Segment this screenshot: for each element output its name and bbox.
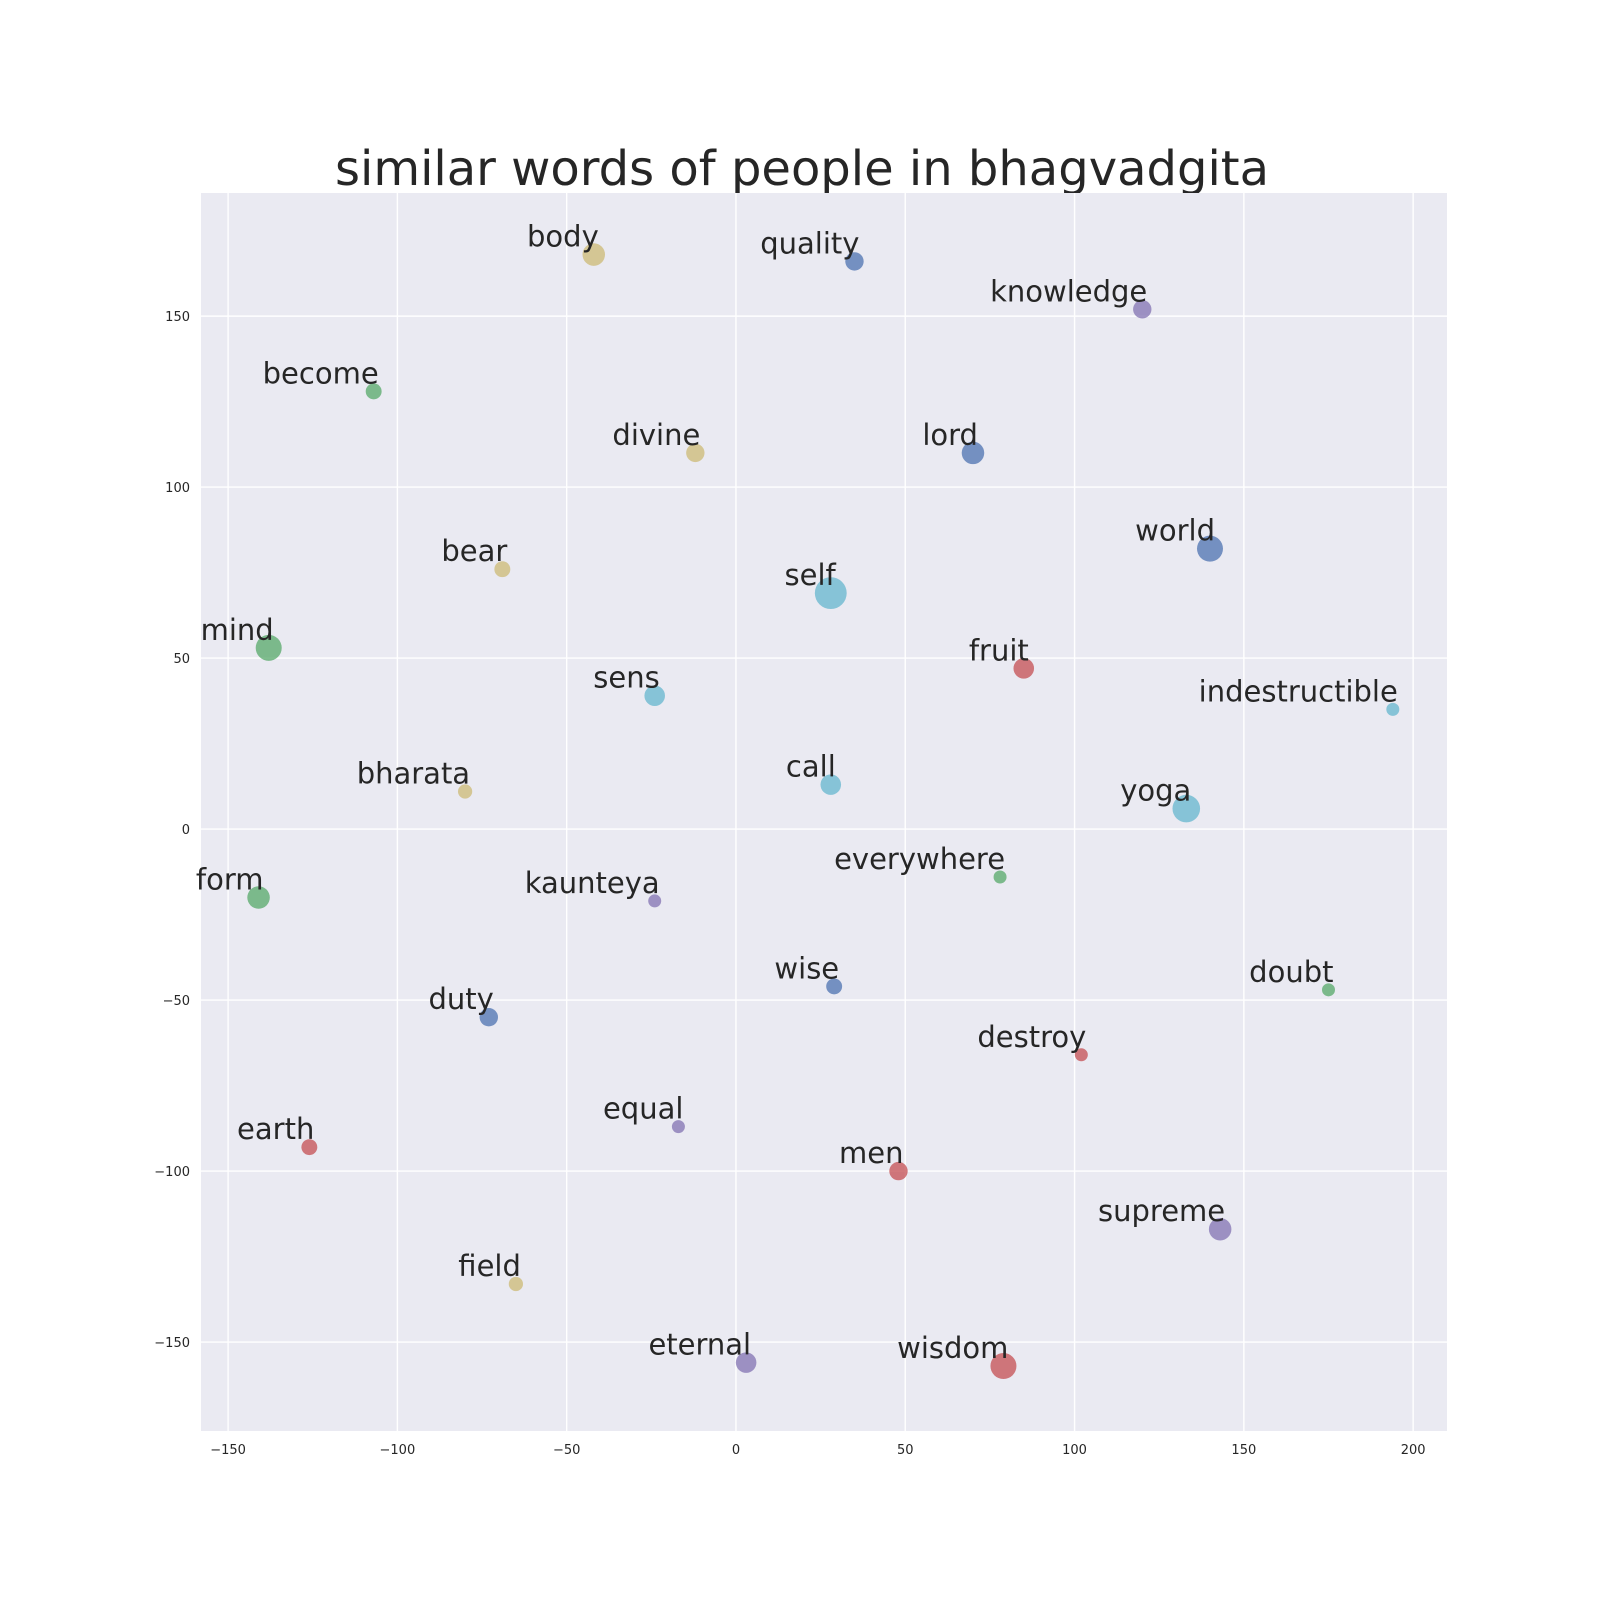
point-label-sens: sens: [593, 661, 659, 695]
point-label-everywhere: everywhere: [834, 842, 1005, 876]
point-label-self: self: [785, 558, 837, 592]
point-everywhere: [993, 870, 1007, 884]
point-label-earth: earth: [237, 1112, 314, 1146]
x-axis-ticks: −150 −100 −50 0 50 100 150 200: [210, 1443, 1425, 1458]
point-fruit: [1013, 658, 1035, 679]
point-lord: [961, 441, 985, 465]
point-label-bharata: bharata: [357, 756, 470, 790]
point-label-men: men: [839, 1136, 903, 1170]
point-call: [820, 774, 842, 795]
point-knowledge: [1133, 300, 1152, 319]
point-quality: [845, 252, 864, 271]
x-tick-label: 100: [1062, 1443, 1087, 1458]
point-label-doubt: doubt: [1249, 955, 1333, 989]
point-indestructible: [1386, 702, 1400, 716]
y-tick-label: 0: [182, 823, 190, 838]
point-world: [1196, 535, 1223, 562]
point-earth: [301, 1139, 318, 1156]
y-tick-label: 100: [165, 481, 190, 496]
point-label-lord: lord: [922, 418, 978, 452]
point-label-field: field: [458, 1249, 521, 1283]
point-label-fruit: fruit: [969, 633, 1029, 667]
point-mind: [255, 634, 282, 661]
point-bear: [494, 561, 511, 578]
point-bharata: [457, 784, 473, 799]
point-label-become: become: [263, 356, 379, 390]
y-tick-label: −150: [154, 1336, 190, 1351]
point-label-indestructible: indestructible: [1199, 674, 1398, 708]
point-label-eternal: eternal: [648, 1328, 751, 1362]
point-label-equal: equal: [603, 1092, 683, 1126]
point-label-bear: bear: [441, 534, 507, 568]
point-eternal: [735, 1352, 757, 1373]
x-tick-label: 150: [1231, 1443, 1256, 1458]
point-label-quality: quality: [760, 226, 859, 260]
x-tick-label: 0: [732, 1443, 740, 1458]
point-label-supreme: supreme: [1098, 1194, 1225, 1228]
point-destroy: [1074, 1048, 1088, 1062]
point-label-yoga: yoga: [1120, 774, 1191, 808]
point-equal: [671, 1120, 685, 1134]
point-label-mind: mind: [201, 613, 274, 647]
point-label-duty: duty: [428, 982, 493, 1016]
point-men: [889, 1161, 908, 1181]
point-label-form: form: [196, 862, 264, 896]
point-yoga: [1172, 794, 1201, 823]
point-body: [582, 243, 606, 266]
point-label-call: call: [786, 750, 836, 784]
x-tick-label: −100: [380, 1443, 416, 1458]
y-tick-label: 150: [165, 310, 190, 325]
point-self: [814, 577, 847, 610]
y-axis-ticks: −150 −100 −50 0 50 100 150: [154, 310, 190, 1351]
y-tick-label: −50: [163, 994, 190, 1009]
point-label-knowledge: knowledge: [990, 274, 1147, 308]
point-labels: body quality knowledge become divine lord worl…: [196, 220, 1398, 1365]
point-divine: [686, 443, 705, 463]
grid-lines: [201, 193, 1447, 1431]
point-kaunteya: [648, 894, 662, 908]
point-label-body: body: [527, 220, 599, 254]
point-sens: [644, 685, 665, 707]
point-label-wisdom: wisdom: [897, 1331, 1008, 1365]
x-tick-label: −50: [553, 1443, 580, 1458]
point-wise: [826, 978, 843, 995]
point-label-divine: divine: [612, 418, 700, 452]
point-become: [365, 383, 382, 400]
point-field: [508, 1276, 524, 1292]
point-label-world: world: [1135, 514, 1215, 548]
point-duty: [479, 1008, 498, 1027]
point-doubt: [1321, 983, 1335, 997]
point-form: [247, 886, 270, 909]
chart-title: similar words of people in bhagvadgita: [335, 141, 1269, 197]
point-label-kaunteya: kaunteya: [525, 866, 660, 900]
point-label-wise: wise: [774, 951, 839, 985]
x-tick-label: −150: [210, 1443, 246, 1458]
data-points: [247, 243, 1400, 1380]
point-label-destroy: destroy: [977, 1020, 1086, 1054]
point-wisdom: [990, 1353, 1017, 1380]
y-tick-label: 50: [173, 652, 190, 667]
plot-area: [201, 193, 1447, 1431]
point-supreme: [1208, 1217, 1232, 1241]
x-tick-label: 50: [897, 1443, 914, 1458]
x-tick-label: 200: [1401, 1443, 1426, 1458]
y-tick-label: −100: [154, 1165, 190, 1180]
